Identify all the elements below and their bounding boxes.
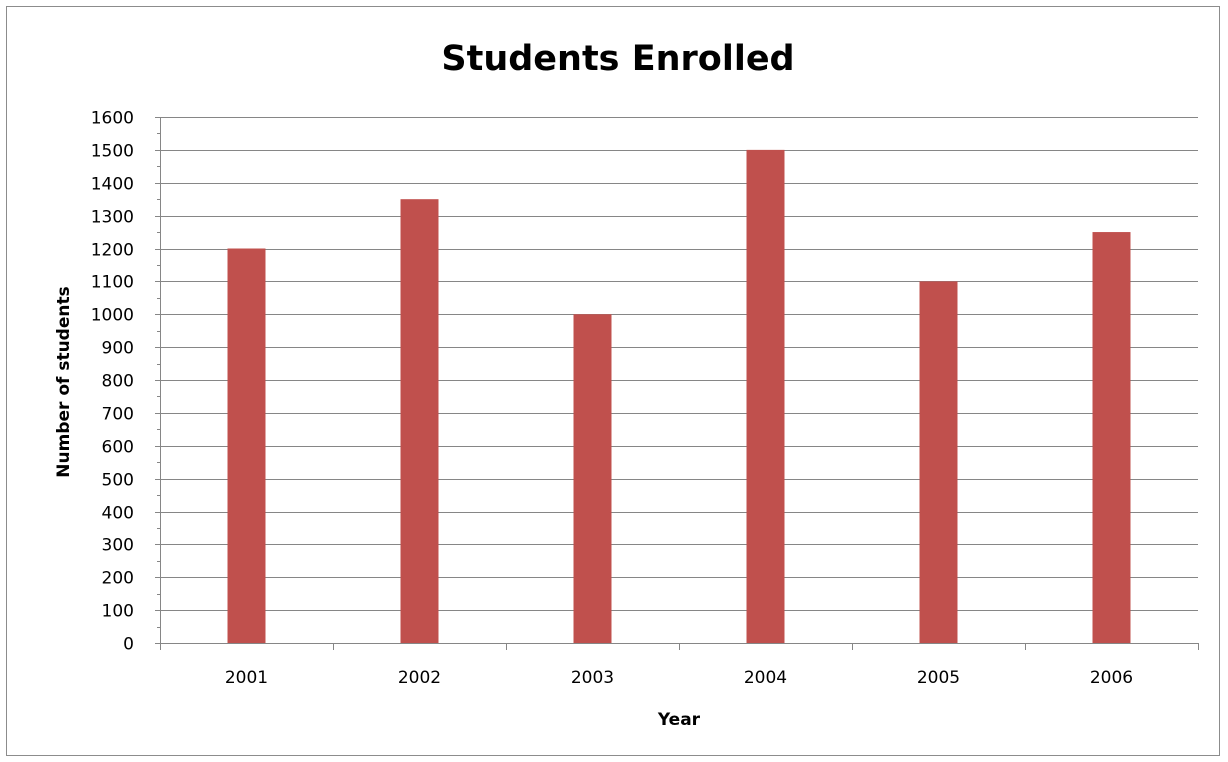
y-tick-label: 1500: [91, 142, 134, 162]
y-tick-label: 1200: [91, 241, 134, 261]
x-tick-label: 2004: [744, 668, 787, 688]
y-tick-label: 800: [102, 372, 134, 392]
bars: [227, 149, 1131, 643]
bar-2005: [919, 281, 958, 643]
x-tick-label: 2002: [398, 668, 441, 688]
y-tick-label: 400: [102, 504, 134, 524]
y-tick-labels: 0 100 200 300 400 500 600 700 800 900 1000 1100 1200…: [91, 109, 134, 655]
y-tick-label: 900: [102, 339, 134, 359]
x-tick-label: 2005: [917, 668, 960, 688]
bar-2004: [746, 149, 785, 643]
y-axis-title: Number of students: [54, 286, 74, 477]
y-tick-label: 300: [102, 536, 134, 556]
y-tick-label: 600: [102, 438, 134, 458]
bar-2006: [1092, 232, 1131, 643]
y-tick-label: 1600: [91, 109, 134, 129]
x-tick-label: 2006: [1090, 668, 1133, 688]
y-tick-label: 200: [102, 569, 134, 589]
y-tick-label: 1000: [91, 306, 134, 326]
y-tick-label: 1300: [91, 208, 134, 228]
y-tick-label: 0: [123, 635, 134, 655]
bar-2001: [227, 248, 266, 643]
axes: [155, 117, 1199, 650]
y-tick-label: 500: [102, 471, 134, 491]
bar-2003: [573, 314, 612, 643]
x-axis-title: Year: [657, 710, 701, 730]
y-tick-label: 100: [102, 602, 134, 622]
gridlines: [160, 117, 1198, 611]
x-tick-label: 2001: [225, 668, 268, 688]
y-tick-label: 1100: [91, 273, 134, 293]
bar-2002: [400, 199, 439, 643]
x-tick-label: 2003: [571, 668, 614, 688]
y-tick-label: 1400: [91, 175, 134, 195]
x-tick-labels: 2001 2002 2003 2004 2005 2006: [225, 668, 1133, 688]
chart-title: Students Enrolled: [441, 39, 794, 79]
y-tick-label: 700: [102, 405, 134, 425]
